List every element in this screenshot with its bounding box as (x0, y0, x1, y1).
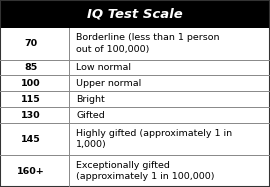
Bar (0, 123, 270, 155)
Bar (0, 59, 270, 76)
Bar (0, 0, 270, 28)
Text: out of 100,000): out of 100,000) (76, 45, 150, 54)
Text: 1,000): 1,000) (76, 140, 107, 149)
Text: Gifted: Gifted (76, 111, 105, 120)
Text: 145: 145 (21, 135, 41, 144)
Text: 160+: 160+ (17, 167, 45, 176)
Bar (0, 155, 270, 187)
Bar (0, 107, 270, 123)
Text: 130: 130 (21, 111, 41, 120)
Text: Upper normal: Upper normal (76, 79, 142, 88)
Bar (0, 91, 270, 107)
Text: 85: 85 (24, 63, 38, 72)
Text: Low normal: Low normal (76, 63, 131, 72)
Text: 70: 70 (24, 39, 38, 48)
Text: Exceptionally gifted: Exceptionally gifted (76, 161, 170, 170)
Text: Borderline (less than 1 person: Borderline (less than 1 person (76, 33, 220, 42)
Text: IQ Test Scale: IQ Test Scale (87, 7, 183, 20)
Text: (approximately 1 in 100,000): (approximately 1 in 100,000) (76, 172, 215, 181)
Text: 115: 115 (21, 95, 41, 104)
Bar (0, 76, 270, 91)
Bar (0, 28, 270, 59)
Text: 100: 100 (21, 79, 41, 88)
Text: Bright: Bright (76, 95, 105, 104)
Text: Highly gifted (approximately 1 in: Highly gifted (approximately 1 in (76, 129, 232, 138)
